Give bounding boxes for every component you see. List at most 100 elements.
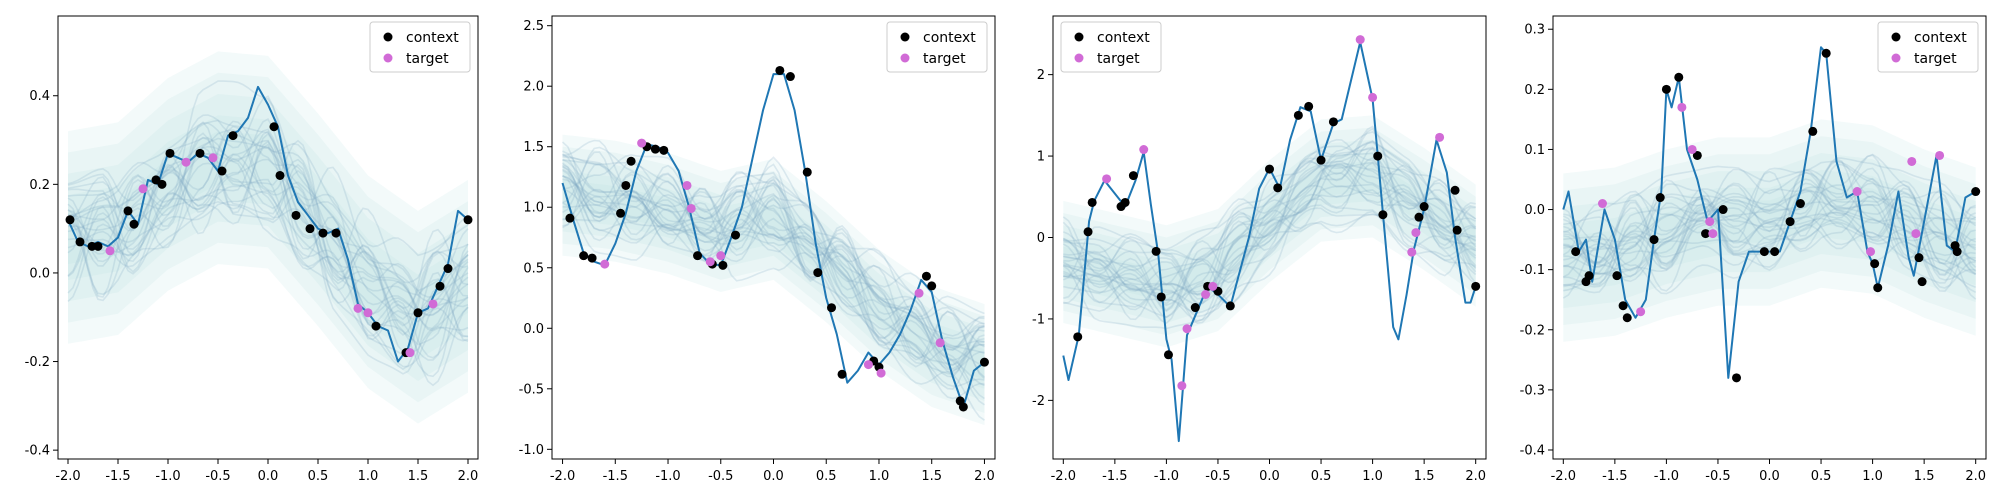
target-point [1177,381,1187,391]
context-point [1661,84,1671,94]
x-tick-label: -0.5 [1705,469,1730,484]
x-tick-label: -1.0 [1654,469,1679,484]
context-point [579,251,589,261]
x-tick-label: 1.5 [1414,469,1435,484]
target-point [914,288,924,298]
y-tick-label: -0.1 [1520,263,1545,278]
context-point [827,303,837,313]
y-tick-label: -0.2 [1520,323,1545,338]
context-point [1293,110,1303,120]
sample-curve [562,173,985,362]
sample-curve [562,154,986,378]
target-point [1435,132,1445,142]
context-legend-marker [900,32,910,42]
sample-curve [1562,187,1977,299]
context-point [435,281,445,291]
target-point [716,251,726,261]
context-point [1419,202,1429,212]
context-point [1718,205,1728,215]
sample-curve [562,174,985,421]
context-point [195,148,205,158]
context-point [1328,117,1338,127]
legend-label: target [406,51,449,67]
y-tick-label: 0.4 [29,89,50,104]
target-point [181,157,191,167]
sample-curve [562,201,985,400]
target-point [1687,144,1697,154]
plot-area [561,65,989,426]
sample-curve [1063,184,1476,321]
y-tick-label: -1 [1032,312,1045,327]
sample-curve [562,166,985,376]
x-tick-label: 1.5 [408,469,429,484]
context-point [1701,229,1711,239]
sample-curve [67,146,469,356]
sample-curve [562,168,985,348]
y-tick-label: 0.2 [1524,83,1545,98]
y-tick-label: -0.3 [1520,383,1545,398]
subplot-3: -2.0 -1.5 -1.0 -0.5 0.0 0.5 1.0 1.5 2.0 -2 -1 0 1 2 co… [1032,15,1487,484]
sample-curve [1063,184,1477,306]
sample-curve [67,125,469,315]
sample-curve [67,128,469,336]
y-tick-label: -1.0 [519,443,544,458]
sample-curve [67,145,469,327]
y-tick-label: 0.2 [29,178,50,193]
sample-curve [67,132,469,371]
sample-curve [1063,161,1477,318]
context-point [1618,301,1628,311]
y-tick-label: -0.5 [519,382,544,397]
context-point [927,281,937,291]
sample-curve [1062,140,1477,286]
context-point [1156,292,1166,302]
context-point [718,260,728,270]
target-point [353,303,363,313]
sample-curve [1063,145,1477,292]
sample-curve [1062,198,1476,330]
y-tick-label: -0.4 [1520,443,1545,458]
sample-curve [1062,163,1477,293]
context-point [275,170,285,180]
uncertainty-band-5 [1063,161,1476,302]
context-point [1649,235,1659,245]
x-tick-label: 1.5 [921,469,942,484]
sample-curve [1563,153,1976,274]
context-point [659,145,669,155]
legend-box [886,21,988,73]
context-point [123,206,133,216]
x-tick-label: 2.0 [974,469,995,484]
context-point [1471,281,1481,291]
context-point [1917,277,1927,287]
uncertainty-band-4 [68,115,468,360]
uncertainty-band-1 [562,134,985,426]
subplot-1: -2.0 -1.5 -1.0 -0.5 0.0 0.5 1.0 1.5 2.0 -0.4 -0.2 0… [25,15,479,484]
y-tick-label: 0.3 [1524,23,1545,38]
target-point [105,246,115,256]
sample-curve [1563,189,1976,281]
context-point [413,308,423,318]
sample-curve [1563,190,1976,283]
legend: context target [369,21,471,73]
context-point [1378,210,1388,220]
context-point [1151,246,1161,256]
sample-curve [1063,141,1476,296]
sample-curve [67,121,469,346]
sample-curve [67,188,469,361]
context-point [1770,247,1780,257]
context-point [802,167,812,177]
x-tick-label: 1.0 [869,469,890,484]
y-tick-label: -2 [1032,394,1045,409]
sample-curve [67,80,469,321]
legend-label: target [1097,51,1140,67]
target-point [876,368,886,378]
y-tick-label: 2 [1037,68,1045,83]
x-tick-label: -0.5 [205,469,230,484]
sample-curve [1563,160,1977,268]
target-point [1407,247,1417,257]
context-point [616,208,626,218]
context-point [165,148,175,158]
context-point [1795,199,1805,209]
sample-curve [1063,197,1477,302]
context-point [305,224,315,234]
sample-curve [1563,204,1977,300]
